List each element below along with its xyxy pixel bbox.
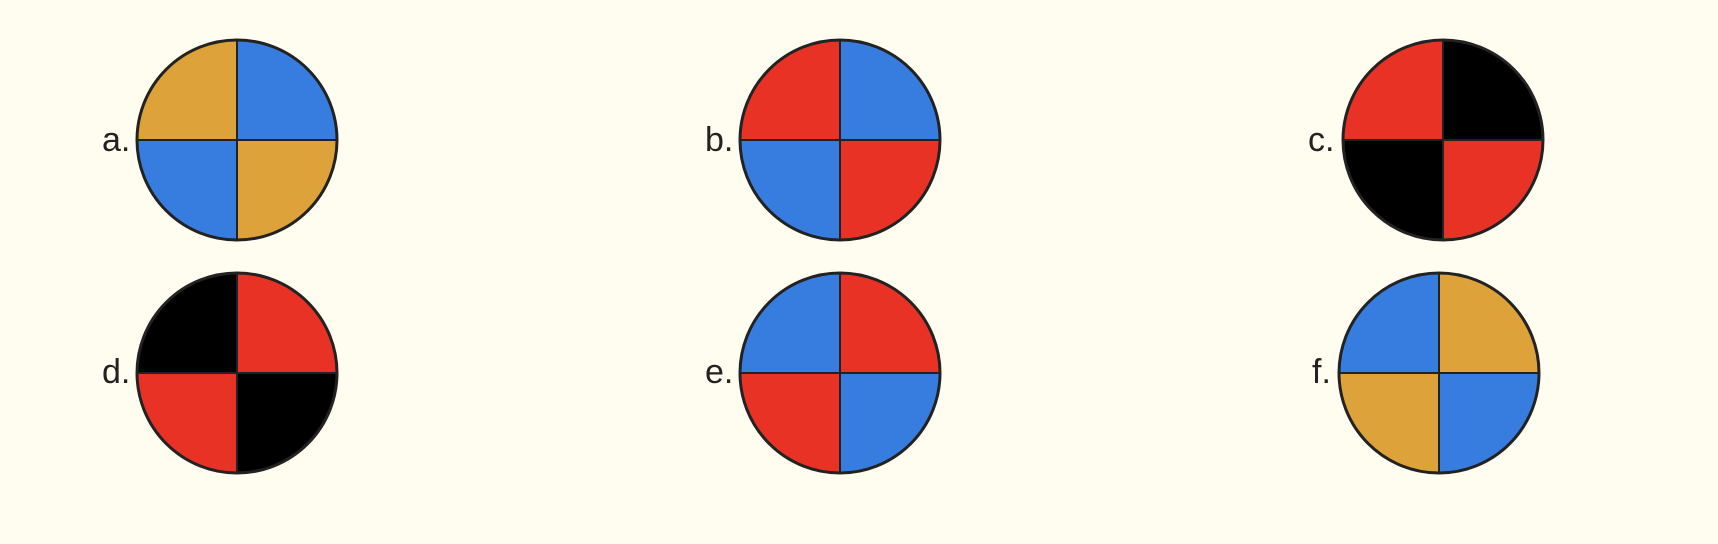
quadrant-bottom-left-b: [740, 140, 840, 240]
quadrant-bottom-right-a: [237, 140, 337, 240]
quadrant-top-left-b: [740, 40, 840, 140]
quadrant-circle-a: [134, 37, 340, 243]
quadrant-top-right-c: [1443, 40, 1543, 140]
option-label-c: c.: [1308, 121, 1335, 159]
quadrant-circle-svg-e: [738, 271, 942, 475]
quadrant-bottom-left-d: [137, 373, 237, 473]
circle-outline-d: [135, 271, 339, 475]
circle-outline-f: [1337, 271, 1541, 475]
quadrant-top-left-c: [1343, 40, 1443, 140]
quadrant-circle-e: [737, 270, 943, 476]
quadrant-circle-svg-c: [1341, 38, 1545, 242]
quadrant-circle-f: [1336, 270, 1542, 476]
quadrant-bottom-right-b: [840, 140, 940, 240]
quadrant-top-left-d: [137, 273, 237, 373]
quadrant-circle-svg-b: [738, 38, 942, 242]
quadrant-bottom-right-c: [1443, 140, 1543, 240]
quadrant-bottom-left-e: [740, 373, 840, 473]
quadrant-top-right-e: [840, 273, 940, 373]
option-label-a: a.: [102, 121, 131, 159]
quadrant-circle-b: [737, 37, 943, 243]
quadrant-top-right-f: [1439, 273, 1539, 373]
quadrant-top-right-d: [237, 273, 337, 373]
circle-outline-b: [738, 38, 942, 242]
quadrant-circle-c: [1340, 37, 1546, 243]
quadrant-top-left-a: [137, 40, 237, 140]
quadrant-circle-d: [134, 270, 340, 476]
quadrant-circle-svg-f: [1337, 271, 1541, 475]
quadrant-bottom-left-a: [137, 140, 237, 240]
option-label-f: f.: [1312, 353, 1331, 391]
quadrant-bottom-right-f: [1439, 373, 1539, 473]
option-label-d: d.: [102, 353, 131, 391]
quadrant-top-left-e: [740, 273, 840, 373]
quadrant-bottom-left-f: [1339, 373, 1439, 473]
quadrant-circle-svg-a: [135, 38, 339, 242]
option-label-e: e.: [705, 353, 734, 391]
quadrant-top-right-b: [840, 40, 940, 140]
circle-outline-a: [135, 38, 339, 242]
quadrant-top-right-a: [237, 40, 337, 140]
option-label-b: b.: [705, 121, 734, 159]
quadrant-circle-svg-d: [135, 271, 339, 475]
quadrant-top-left-f: [1339, 273, 1439, 373]
quadrant-bottom-right-e: [840, 373, 940, 473]
circle-outline-e: [738, 271, 942, 475]
quadrant-bottom-right-d: [237, 373, 337, 473]
circle-outline-c: [1341, 38, 1545, 242]
quadrant-bottom-left-c: [1343, 140, 1443, 240]
